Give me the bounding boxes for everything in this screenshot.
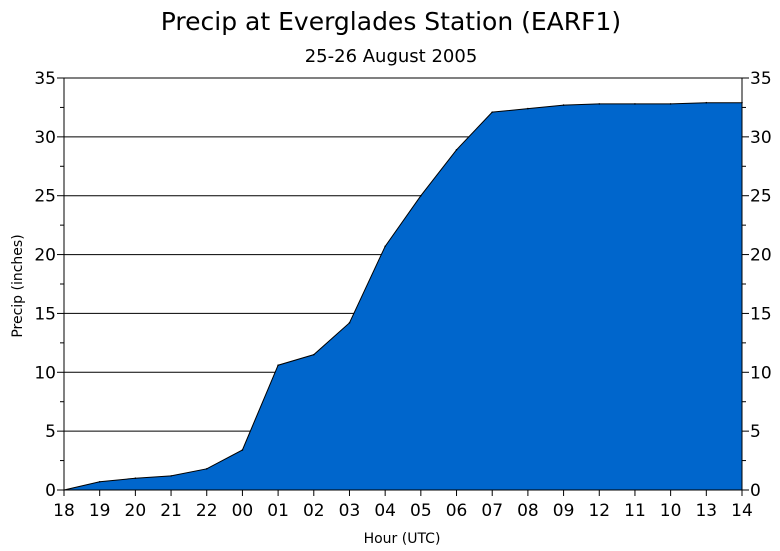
- x-axis-label: Hour (UTC): [364, 531, 441, 547]
- data-point: [134, 477, 137, 480]
- y-tick-labels-left: 0 5 10 15 20 25 30 35: [34, 69, 56, 501]
- area-series: [63, 101, 743, 491]
- x-tick-label: 13: [695, 501, 717, 521]
- x-tick-label: 09: [553, 501, 575, 521]
- x-tick-label: 20: [125, 501, 147, 521]
- y-tick-label-right: 35: [750, 69, 772, 89]
- data-point: [277, 364, 279, 367]
- y-tick-label-right: 10: [750, 363, 772, 383]
- x-tick-label: 05: [410, 501, 432, 521]
- y-tick-label-left: 0: [45, 481, 56, 501]
- y-tick-label-left: 25: [34, 187, 56, 207]
- data-point: [348, 322, 351, 324]
- x-tick-label: 01: [267, 501, 289, 521]
- data-point: [598, 103, 601, 105]
- data-point: [420, 194, 422, 197]
- data-point: [98, 480, 101, 483]
- x-tick-label: 12: [588, 501, 610, 521]
- x-tick-label: 22: [196, 501, 218, 521]
- y-tick-label-right: 30: [750, 128, 772, 148]
- y-axis-label: Precip (inches): [10, 234, 26, 337]
- y-tick-label-left: 5: [45, 422, 56, 442]
- x-tick-label: 06: [446, 501, 468, 521]
- x-tick-labels: 18 19 20 21 22 00 01 02 03 04 05 06 07 08 09 12 11 10 13 14: [53, 501, 753, 521]
- x-tick-label: 18: [53, 501, 75, 521]
- data-point: [312, 353, 315, 356]
- data-point: [491, 111, 494, 113]
- y-tick-label-left: 30: [34, 128, 56, 148]
- data-point: [527, 107, 529, 110]
- y-tick-label-right: 15: [750, 304, 772, 324]
- x-tick-label: 02: [303, 501, 325, 521]
- x-tick-label: 11: [624, 501, 646, 521]
- x-tick-label: 04: [374, 501, 396, 521]
- x-tick-label: 03: [339, 501, 361, 521]
- x-tick-label: 10: [660, 501, 682, 521]
- x-tick-label: 14: [731, 501, 753, 521]
- area-fill: [64, 102, 742, 490]
- chart-title: Precip at Everglades Station (EARF1): [161, 7, 621, 36]
- data-point: [705, 101, 708, 104]
- data-point: [170, 475, 172, 477]
- x-tick-label: 07: [481, 501, 503, 521]
- data-point: [205, 468, 208, 470]
- x-tick-label: 19: [89, 501, 111, 521]
- data-point: [455, 149, 458, 151]
- data-point: [241, 449, 244, 451]
- x-tick-label: 21: [160, 501, 182, 521]
- y-tick-label-left: 10: [34, 363, 56, 383]
- y-tick-labels-right: 0 5 10 15 20 25 30 35: [750, 69, 772, 501]
- data-point: [634, 103, 636, 105]
- y-tick-label-right: 20: [750, 246, 772, 266]
- data-point: [562, 104, 565, 106]
- axes: [57, 77, 749, 496]
- area-outline: [63, 102, 742, 491]
- chart-subtitle: 25-26 August 2005: [305, 46, 478, 67]
- y-tick-label-left: 15: [34, 304, 56, 324]
- data-point: [669, 103, 672, 105]
- y-tick-label-right: 5: [750, 422, 761, 442]
- x-tick-label: 00: [232, 501, 254, 521]
- y-tick-label-right: 0: [750, 481, 761, 501]
- y-tick-label-left: 35: [34, 69, 56, 89]
- data-point: [384, 245, 386, 248]
- x-tick-label: 08: [517, 501, 539, 521]
- y-tick-label-left: 20: [34, 246, 56, 266]
- y-tick-label-right: 25: [750, 187, 772, 207]
